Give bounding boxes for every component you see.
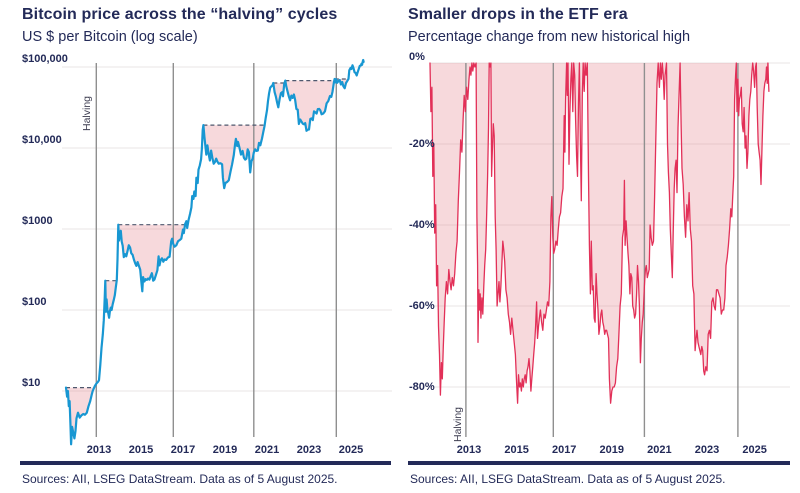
drawdown-area-fill xyxy=(430,63,769,404)
x-tick-label: 2023 xyxy=(695,444,719,456)
x-tick-label: 2025 xyxy=(742,444,766,456)
cycle-drawdown-fill xyxy=(118,224,185,292)
x-tick-label: 2017 xyxy=(171,444,195,456)
y-tick-label: $100 xyxy=(22,296,46,308)
x-tick-label: 2023 xyxy=(297,444,321,456)
right-chart-source: Sources: AII, LSEG DataStream. Data as o… xyxy=(410,472,726,486)
x-tick-label: 2025 xyxy=(339,444,363,456)
left-chart-subtitle: US $ per Bitcoin (log scale) xyxy=(22,29,198,45)
x-tick-label: 2017 xyxy=(552,444,576,456)
x-tick-label: 2015 xyxy=(129,444,153,456)
price-line xyxy=(64,58,365,446)
y-tick-label: $10 xyxy=(22,377,40,389)
halving-axis-label: Halving xyxy=(452,407,464,442)
cycle-drawdown-fill xyxy=(273,83,285,108)
cycle-drawdown-fill xyxy=(203,125,266,189)
y-tick-label: -40% xyxy=(409,219,435,231)
y-tick-label: $100,000 xyxy=(22,53,68,65)
left-chart-title: Bitcoin price across the “halving” cycle… xyxy=(22,6,338,23)
x-tick-label: 2019 xyxy=(600,444,624,456)
y-tick-label: -60% xyxy=(409,300,435,312)
x-tick-label: 2015 xyxy=(504,444,528,456)
left-chart-source: Sources: AII, LSEG DataStream. Data as o… xyxy=(22,472,338,486)
y-tick-label: -80% xyxy=(409,381,435,393)
halving-axis-label: Halving xyxy=(81,96,93,131)
right-chart-divider xyxy=(408,461,790,465)
cycle-drawdown-fill xyxy=(285,80,335,131)
right-chart-subtitle: Percentage change from new historical hi… xyxy=(408,29,691,45)
x-tick-label: 2021 xyxy=(255,444,279,456)
y-tick-label: 0% xyxy=(409,51,425,63)
left-chart-divider xyxy=(20,461,391,465)
y-tick-label: $10,000 xyxy=(22,134,62,146)
x-tick-label: 2019 xyxy=(213,444,237,456)
y-tick-label: $1000 xyxy=(22,215,53,227)
y-tick-label: -20% xyxy=(409,138,435,150)
x-tick-label: 2013 xyxy=(87,444,111,456)
x-tick-label: 2021 xyxy=(647,444,671,456)
x-tick-label: 2013 xyxy=(457,444,481,456)
right-chart-title: Smaller drops in the ETF era xyxy=(408,6,628,23)
drawdown-line xyxy=(429,62,770,404)
